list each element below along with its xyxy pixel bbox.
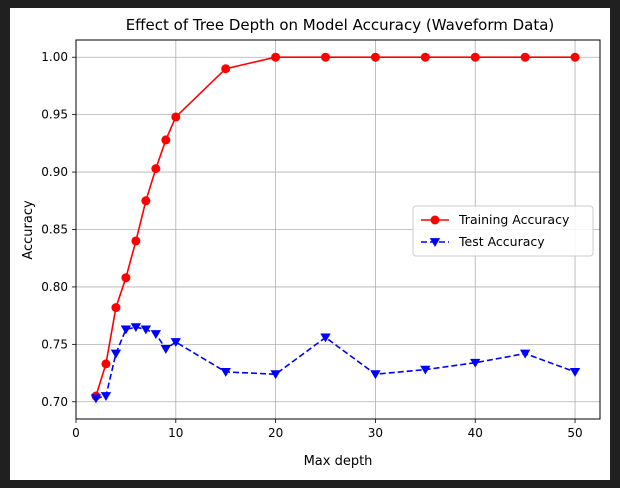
y-axis-label: Accuracy: [21, 200, 36, 260]
data-point: [151, 164, 161, 174]
x-axis-label: Max depth: [304, 454, 373, 469]
data-point: [420, 52, 430, 62]
legend-entry: Test Accuracy: [421, 234, 545, 249]
data-point: [221, 64, 231, 74]
data-point: [120, 325, 132, 335]
data-point: [131, 236, 141, 246]
data-point: [130, 323, 142, 333]
data-point: [370, 52, 380, 62]
data-point: [519, 349, 531, 359]
data-point: [321, 52, 331, 62]
series-layer: [90, 52, 581, 404]
data-point: [220, 368, 231, 377]
data-point: [420, 365, 431, 375]
data-point: [100, 392, 112, 401]
data-point: [160, 345, 172, 354]
y-tick-label: 1.00: [41, 50, 68, 64]
legend-label: Test Accuracy: [458, 234, 545, 249]
y-tick-label: 0.85: [41, 223, 68, 237]
x-tick-label: 10: [168, 426, 183, 440]
y-tick-label: 0.75: [41, 337, 68, 351]
data-point: [121, 273, 131, 283]
data-point: [111, 303, 121, 313]
legend-label: Training Accuracy: [458, 212, 570, 227]
legend-entry: Training Accuracy: [421, 212, 570, 227]
data-point: [320, 333, 331, 343]
data-point: [110, 349, 122, 359]
data-point: [569, 368, 581, 377]
axis-ticks: 0 10 20 30 40 50 0.70 0.75 0.80 0.85 0.90 0.95 1.00: [41, 50, 582, 440]
x-tick-label: 30: [368, 426, 383, 440]
data-point: [470, 52, 480, 62]
data-point: [140, 325, 152, 335]
series-training: [91, 52, 580, 401]
data-point: [520, 52, 530, 62]
data-point: [270, 370, 281, 380]
series-test: [90, 323, 581, 404]
series-line: [95, 326, 576, 400]
x-tick-label: 0: [72, 426, 80, 440]
y-tick-label: 0.90: [41, 165, 68, 179]
x-tick-label: 50: [567, 426, 582, 440]
data-point: [170, 338, 182, 347]
legend-marker: [429, 238, 441, 247]
data-point: [90, 394, 102, 404]
chart-svg: Effect of Tree Depth on Model Accuracy (…: [21, 16, 601, 469]
legend-box: [412, 205, 594, 257]
chart-figure: Effect of Tree Depth on Model Accuracy (…: [10, 8, 610, 480]
data-point: [470, 358, 481, 368]
data-point: [370, 370, 381, 380]
y-tick-label: 0.95: [41, 108, 68, 122]
x-tick-label: 40: [468, 426, 483, 440]
chart-title: Effect of Tree Depth on Model Accuracy (…: [126, 16, 555, 34]
legend: Training Accuracy Test Accuracy: [412, 205, 594, 257]
data-point: [141, 196, 151, 206]
data-point: [161, 135, 171, 145]
data-point: [150, 330, 162, 339]
y-tick-label: 0.70: [41, 395, 68, 409]
data-point: [570, 52, 580, 62]
legend-marker: [430, 215, 440, 225]
x-tick-label: 20: [268, 426, 283, 440]
data-point: [101, 359, 111, 369]
y-tick-label: 0.80: [41, 280, 68, 294]
data-point: [271, 52, 281, 62]
data-point: [171, 112, 181, 122]
